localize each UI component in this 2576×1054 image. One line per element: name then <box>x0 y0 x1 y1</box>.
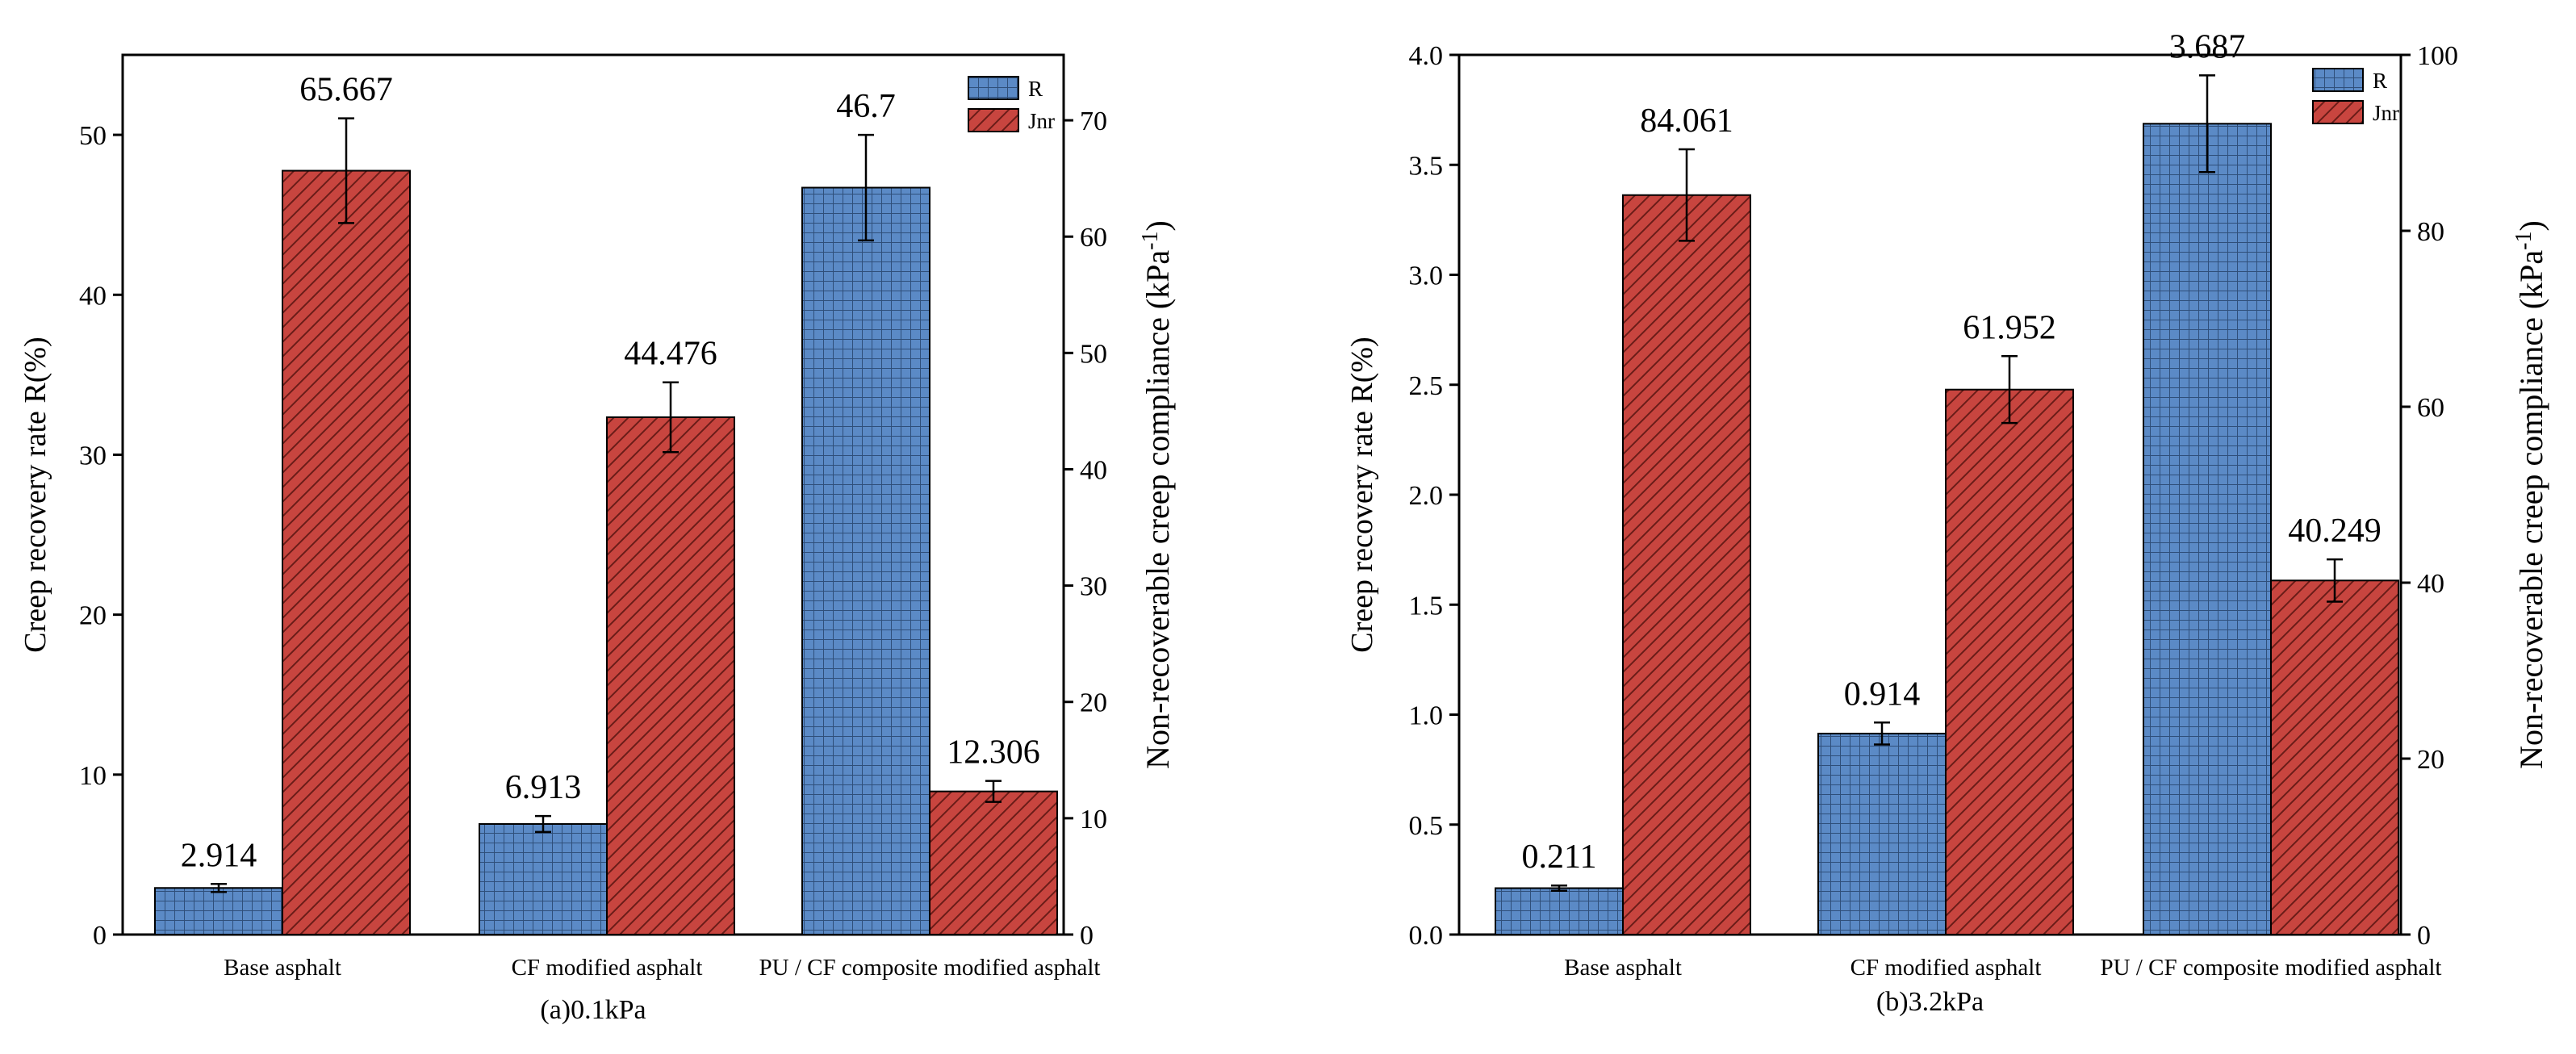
y-right-tick-label: 20 <box>1080 688 1107 718</box>
data-label-Jnr: 44.476 <box>624 336 717 373</box>
y-right-tick-label: 100 <box>2417 41 2458 71</box>
y-left-tick-label: 40 <box>79 281 107 311</box>
legend-swatch-R <box>2312 68 2364 92</box>
data-label-Jnr: 65.667 <box>299 72 393 109</box>
bar-Jnr <box>606 416 735 935</box>
data-label-Jnr: 40.249 <box>2288 512 2382 550</box>
bar-R <box>1817 732 1947 935</box>
data-label-R: 46.7 <box>836 88 896 125</box>
y-right-axis-title: Non-recoverable creep compliance (kPa-1) <box>1138 220 1176 769</box>
bar-R <box>154 887 283 936</box>
y-left-tick-label: 0.5 <box>1409 811 1444 841</box>
chart-panel-a: 0 10 20 30 40 50 0 10 20 30 40 50 60 70 Creep recovery… <box>19 53 1176 1025</box>
bar-Jnr <box>282 169 411 936</box>
bar-Jnr <box>929 790 1058 935</box>
chart-panel-b: 0.0 0.5 1.0 1.5 2.0 2.5 3.0 3.5 4.0 0 20 40 60 80 100 C… <box>1345 28 2549 1017</box>
y-left-tick-label: 1.0 <box>1409 701 1444 731</box>
y-right-tick-label: 60 <box>2417 393 2444 423</box>
y-right-tick-label: 40 <box>2417 569 2444 599</box>
y-right-axis-title: Non-recoverable creep compliance (kPa-1) <box>2511 220 2549 769</box>
bar-R <box>2143 123 2272 936</box>
y-left-tick-label: 30 <box>79 441 107 471</box>
legend-label-Jnr: Jnr <box>1028 109 1055 133</box>
y-left-tick-label: 10 <box>79 761 107 791</box>
y-left-tick-label: 2.5 <box>1409 371 1444 401</box>
legend-label-R: R <box>1028 77 1043 101</box>
bar-Jnr <box>2270 579 2399 935</box>
y-left-axis-title: Creep recovery rate R(%) <box>1345 337 1379 652</box>
y-left-tick-label: 0.0 <box>1409 921 1444 951</box>
category-label: PU / CF composite modified asphalt <box>2101 955 2442 981</box>
y-left-tick-label: 1.5 <box>1409 591 1444 621</box>
data-label-Jnr: 84.061 <box>1640 102 1733 140</box>
y-right-tick-label: 70 <box>1080 107 1107 136</box>
data-label-R: 0.211 <box>1522 839 1597 876</box>
y-right-tick-label: 10 <box>1080 805 1107 834</box>
legend-swatch-Jnr <box>968 108 1019 132</box>
bar-Jnr <box>1622 194 1751 935</box>
y-left-tick-label: 20 <box>79 601 107 631</box>
category-label: Base asphalt <box>1564 955 1682 981</box>
legend-label-R: R <box>2373 69 2387 93</box>
bar-R <box>479 822 608 935</box>
y-right-tick-label: 30 <box>1080 572 1107 602</box>
y-right-tick-label: 0 <box>2417 921 2431 951</box>
y-left-axis-title: Creep recovery rate R(%) <box>19 337 52 652</box>
y-left-tick-label: 4.0 <box>1409 41 1444 71</box>
y-left-tick-label: 2.0 <box>1409 481 1444 511</box>
data-label-R: 2.914 <box>181 837 257 874</box>
category-label: CF modified asphalt <box>512 955 703 981</box>
data-label-Jnr: 12.306 <box>947 734 1040 772</box>
data-label-R: 0.914 <box>1844 675 1921 713</box>
data-label-R: 6.913 <box>505 769 582 806</box>
legend-label-Jnr: Jnr <box>2373 101 2399 125</box>
bar-R <box>1495 887 1624 935</box>
y-right-tick-label: 60 <box>1080 223 1107 253</box>
bar-Jnr <box>1945 388 2074 935</box>
category-label: PU / CF composite modified asphalt <box>759 955 1101 981</box>
data-label-R: 3.687 <box>2169 28 2246 65</box>
legend-swatch-Jnr <box>2312 100 2364 124</box>
y-right-tick-label: 0 <box>1080 921 1094 951</box>
category-label: CF modified asphalt <box>1850 955 2042 981</box>
bar-R <box>801 186 930 935</box>
y-left-tick-label: 50 <box>79 121 107 151</box>
y-left-tick-label: 3.5 <box>1409 151 1444 181</box>
panel-caption: (a)0.1kPa <box>540 995 646 1025</box>
y-left-tick-label: 3.0 <box>1409 261 1444 291</box>
y-left-tick-label: 0 <box>93 921 107 951</box>
legend-swatch-R <box>968 76 1019 100</box>
y-right-tick-label: 50 <box>1080 339 1107 369</box>
panel-caption: (b)3.2kPa <box>1876 987 1984 1017</box>
data-label-Jnr: 61.952 <box>1963 309 2056 346</box>
category-label: Base asphalt <box>224 955 341 981</box>
y-right-tick-label: 40 <box>1080 455 1107 485</box>
y-right-tick-label: 80 <box>2417 217 2444 247</box>
y-right-tick-label: 20 <box>2417 745 2444 775</box>
